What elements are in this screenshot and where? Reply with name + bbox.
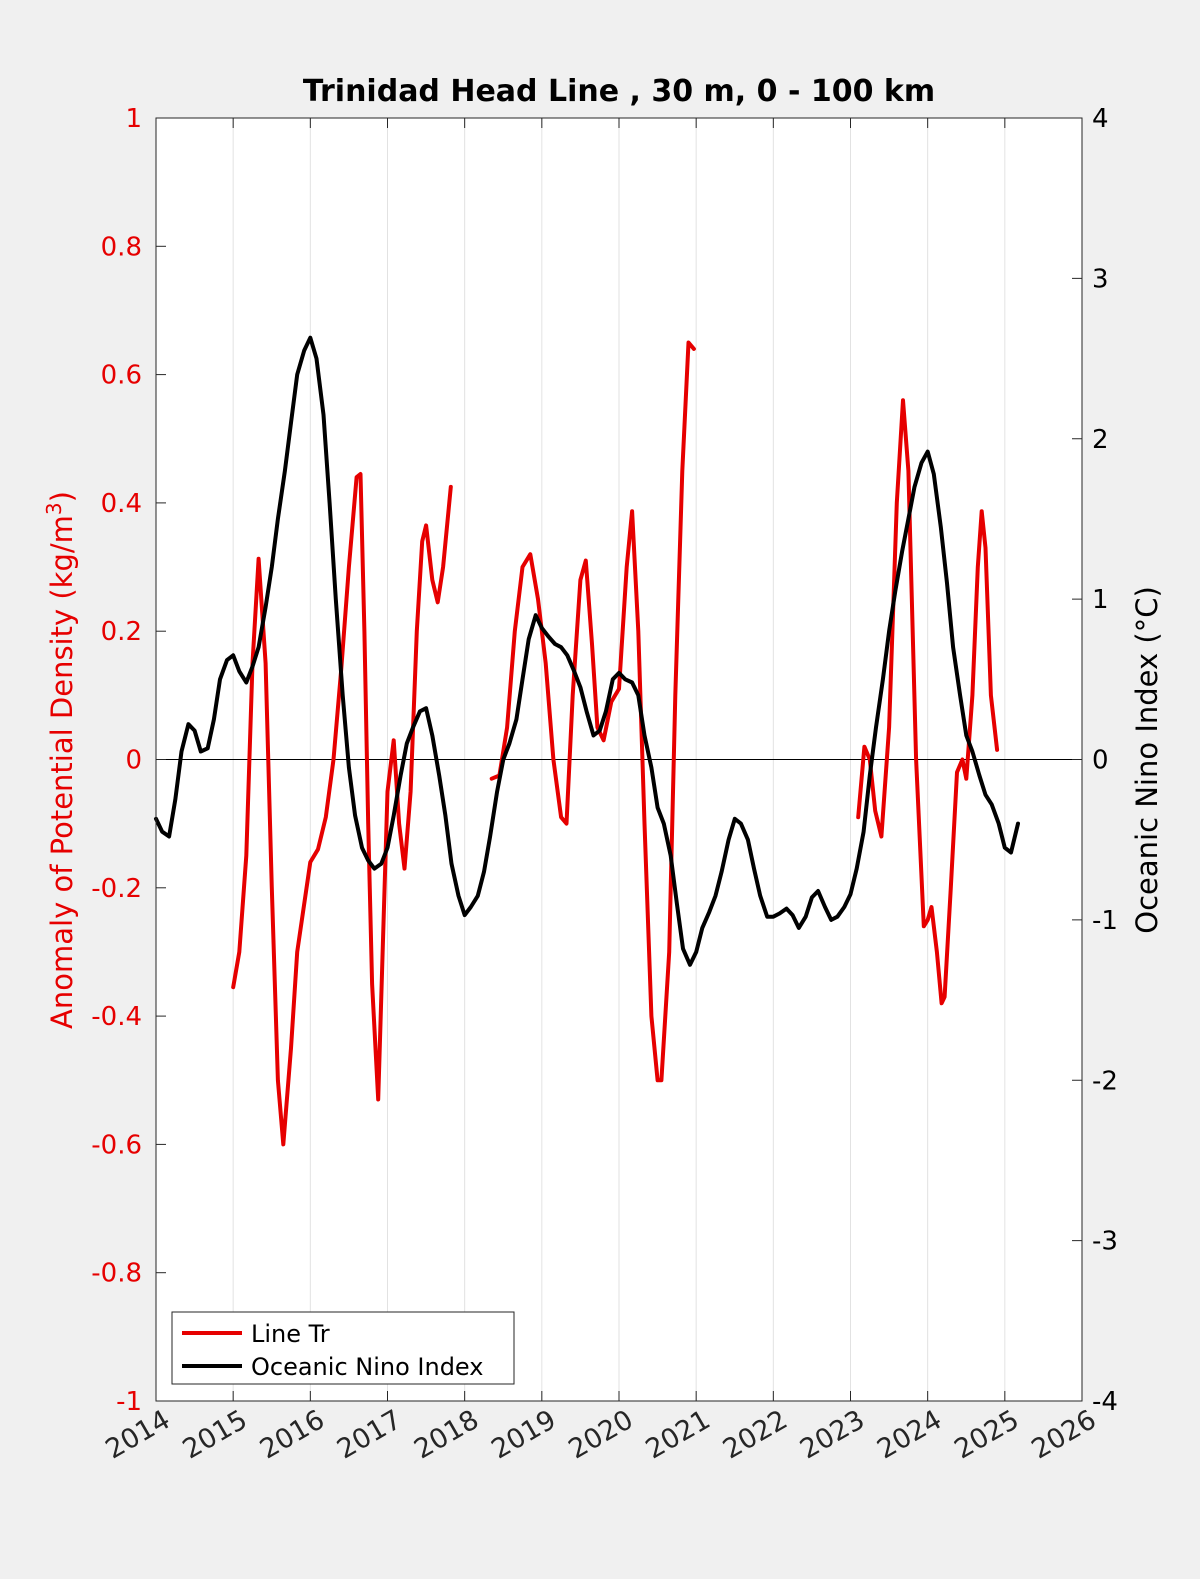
y-axis-left-label-end: ) [45, 491, 79, 502]
series-layer [154, 335, 1020, 1147]
line-tr-series-segment-2 [856, 398, 1000, 1006]
x-tick-label: 2017 [332, 1404, 407, 1465]
y-right-tick-label: 0 [1092, 746, 1109, 776]
y-axis-right-label: Oceanic Nino Index (°C) [1130, 586, 1164, 934]
x-tick-label: 2021 [641, 1404, 716, 1465]
y-left-tick-label: 0.2 [101, 617, 142, 647]
y-axis-left-label-main: Anomaly of Potential Density (kg/m [45, 515, 79, 1029]
y-axis-left-label-sup: 3 [42, 502, 66, 515]
x-tick-label: 2023 [795, 1404, 870, 1465]
y-left-tick-label: -0.8 [91, 1259, 142, 1289]
y-right-tick-label: 1 [1092, 585, 1109, 615]
y-left-tick-label: -0.4 [91, 1002, 142, 1032]
y-axis-left-label: Anomaly of Potential Density (kg/m3) [42, 491, 79, 1029]
y-left-tick-label: 0 [125, 746, 142, 776]
y-right-tick-label: -4 [1092, 1387, 1118, 1417]
x-tick-label: 2026 [1026, 1404, 1101, 1465]
y-right-tick-label: -2 [1092, 1066, 1118, 1096]
x-tick-label: 2016 [255, 1404, 330, 1465]
y-right-tick-label: 2 [1092, 425, 1109, 455]
chart-title: Trinidad Head Line , 30 m, 0 - 100 km [303, 74, 935, 109]
x-tick-label: 2018 [409, 1404, 484, 1465]
legend-label-oni: Oceanic Nino Index [251, 1353, 483, 1381]
x-tick-label: 2015 [178, 1404, 253, 1465]
line-tr-series-segment-1 [489, 340, 696, 1083]
y-left-tick-label: 1 [125, 104, 142, 134]
legend: Line Tr Oceanic Nino Index [171, 1311, 515, 1385]
y-right-tick-label: 4 [1092, 104, 1109, 134]
legend-label-line-tr: Line Tr [251, 1320, 330, 1348]
y-left-tick-label: -1 [116, 1387, 142, 1417]
y-left-tick-label: 0.4 [101, 489, 142, 519]
x-tick-label: 2019 [486, 1404, 561, 1465]
y-left-tick-label: 0.8 [101, 232, 142, 262]
y-left-tick-label: -0.2 [91, 874, 142, 904]
y-left-tick-label: -0.6 [91, 1130, 142, 1160]
x-tick-label: 2024 [872, 1404, 947, 1465]
y-left-tick-label: 0.6 [101, 361, 142, 391]
x-tick-label: 2025 [949, 1404, 1024, 1465]
oni-series-segment-0 [154, 335, 1020, 967]
x-tick-label: 2022 [718, 1404, 793, 1465]
x-tick-label: 2020 [563, 1404, 638, 1465]
y-right-tick-label: 3 [1092, 264, 1109, 294]
y-right-tick-label: -3 [1092, 1227, 1118, 1257]
legend-box [171, 1311, 515, 1385]
line-tr-series-segment-0 [231, 472, 453, 1147]
y-right-tick-label: -1 [1092, 906, 1118, 936]
